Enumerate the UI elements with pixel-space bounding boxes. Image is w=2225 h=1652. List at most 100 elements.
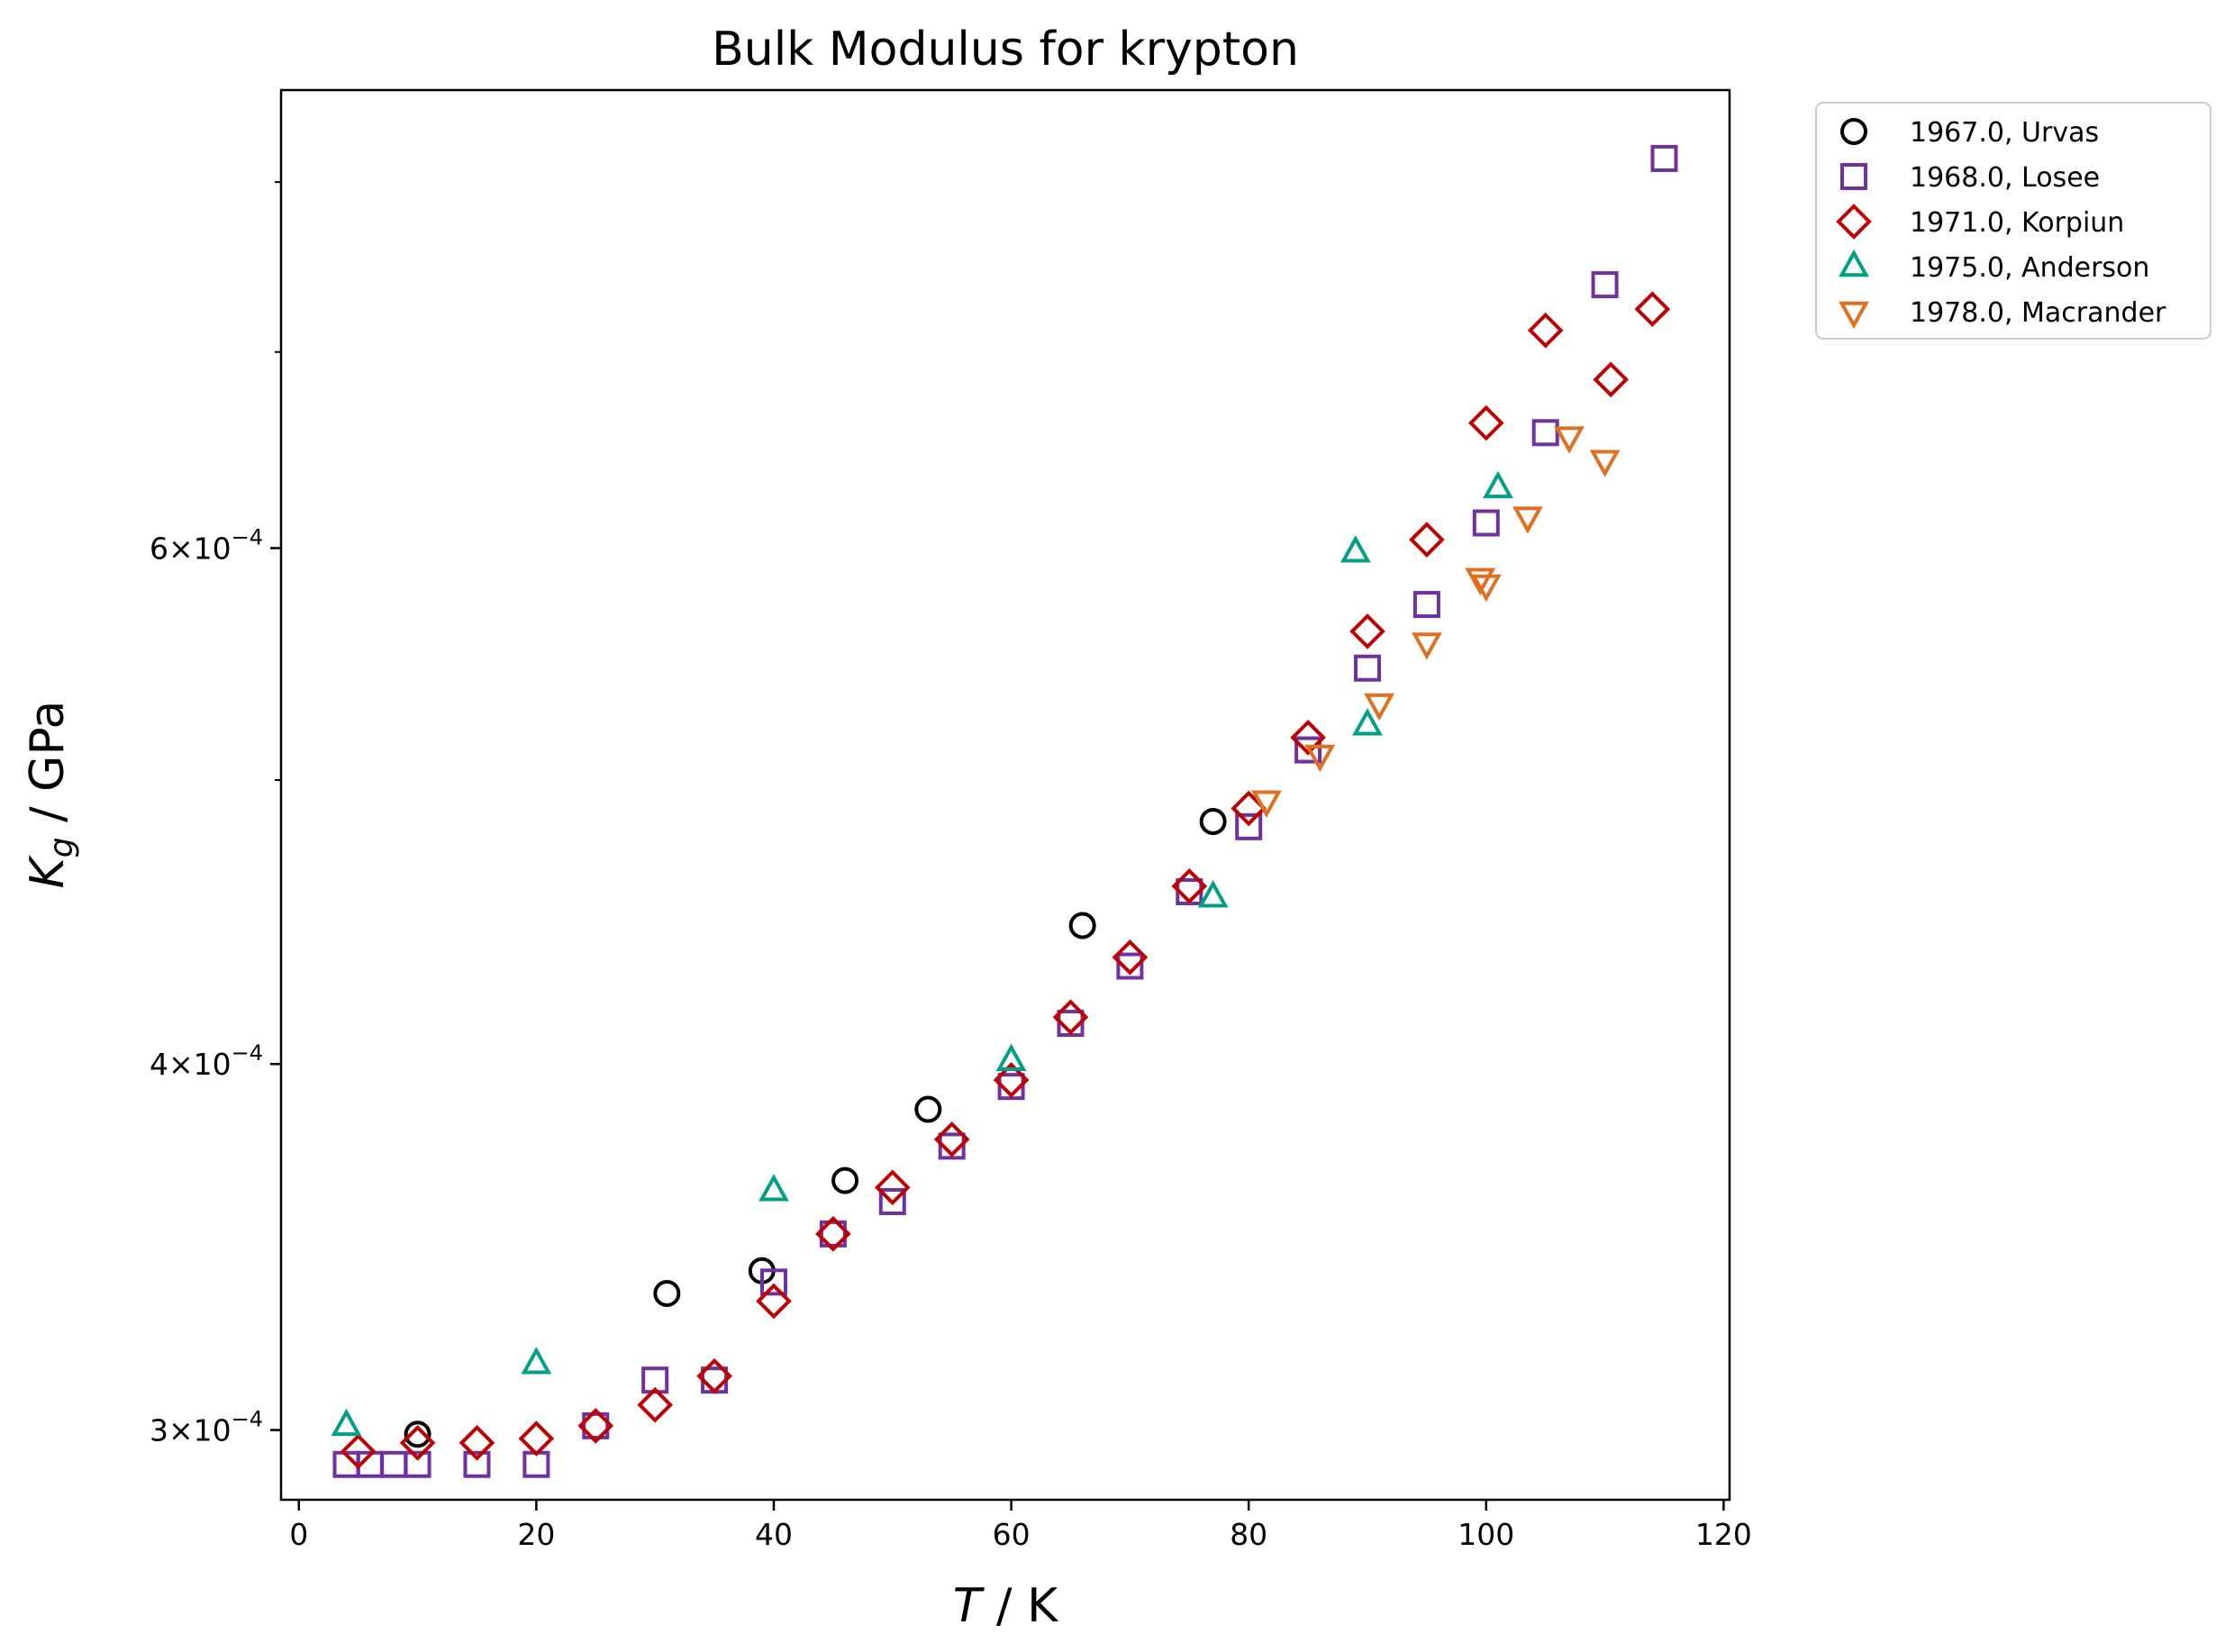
plot-area: 0 20 40 60 80 100 120 3×10−4 4×10−4 6×10−4 xyxy=(150,88,1752,1552)
data-point xyxy=(404,1450,431,1478)
data-point xyxy=(1364,693,1395,722)
data-point xyxy=(1634,291,1671,327)
data-point xyxy=(521,1347,552,1375)
x-axis-label: T / K xyxy=(953,1579,1059,1633)
data-point xyxy=(1531,419,1559,447)
data-point xyxy=(874,1169,911,1206)
data-point xyxy=(1290,719,1326,756)
data-point xyxy=(696,1357,732,1394)
data-point xyxy=(1349,613,1385,649)
data-point xyxy=(1340,535,1371,563)
data-point xyxy=(404,1421,431,1448)
legend-label: 1978.0, Macrander xyxy=(1910,297,2166,329)
data-point xyxy=(759,1268,787,1296)
data-point xyxy=(995,1043,1027,1072)
data-point xyxy=(582,1411,610,1439)
x-tick-label: 120 xyxy=(1695,1517,1752,1552)
x-tick-label: 40 xyxy=(755,1517,793,1552)
data-point xyxy=(1472,509,1500,537)
x-tick-label: 60 xyxy=(993,1517,1031,1552)
data-point xyxy=(1589,449,1621,477)
data-point xyxy=(653,1279,681,1307)
data-point xyxy=(637,1386,674,1423)
legend-item: 1968.0, Losee xyxy=(1840,162,2100,194)
data-point xyxy=(1483,470,1513,499)
data-point xyxy=(1352,708,1383,736)
x-axis-label-unit: / K xyxy=(982,1579,1060,1633)
y-tick-label: 6×10−4 xyxy=(150,525,263,567)
y-axis: 3×10−4 4×10−4 6×10−4 xyxy=(150,181,281,1448)
data-point xyxy=(831,1166,859,1194)
data-point xyxy=(1527,312,1564,349)
data-point xyxy=(1467,404,1504,441)
plot-frame xyxy=(279,88,1731,1502)
data-point xyxy=(701,1366,729,1394)
data-point xyxy=(758,1174,789,1202)
legend-frame xyxy=(1815,102,2211,340)
data-point xyxy=(340,1433,377,1470)
data-point xyxy=(914,1095,942,1123)
data-point xyxy=(815,1216,851,1252)
legend-marker xyxy=(1840,163,1867,190)
data-point xyxy=(1171,867,1208,904)
x-tick-label: 100 xyxy=(1458,1517,1514,1552)
data-point xyxy=(1412,632,1442,660)
legend: 1967.0, Urvas 1968.0, Losee 1971.0, Korpiu… xyxy=(1815,102,2211,340)
data-point xyxy=(933,1121,970,1157)
data-point xyxy=(1593,361,1630,398)
data-point xyxy=(819,1220,847,1248)
data-point xyxy=(577,1408,614,1444)
data-point xyxy=(1465,567,1496,595)
data-point xyxy=(463,1450,491,1478)
x-tick-label: 0 xyxy=(289,1517,308,1552)
legend-items: 1967.0, Urvas 1968.0, Losee 1971.0, Korpiu… xyxy=(1836,117,2166,330)
x-axis: 0 20 40 60 80 100 120 xyxy=(289,1500,1752,1552)
data-point xyxy=(1354,654,1381,682)
data-point xyxy=(1304,744,1336,773)
data-point xyxy=(1235,812,1263,840)
data-point xyxy=(1470,574,1502,603)
data-point xyxy=(518,1421,555,1457)
data-point xyxy=(1112,939,1149,976)
data-point xyxy=(1512,506,1543,534)
data-point xyxy=(1251,790,1282,818)
data-point xyxy=(1199,807,1227,835)
legend-marker xyxy=(1840,118,1867,145)
legend-item: 1971.0, Korpiun xyxy=(1836,204,2124,240)
data-point xyxy=(380,1450,408,1478)
legend-marker xyxy=(1839,301,1869,330)
data-point xyxy=(938,1132,966,1160)
legend-item: 1978.0, Macrander xyxy=(1839,297,2166,330)
data-point xyxy=(399,1424,436,1461)
data-point xyxy=(993,1062,1030,1098)
data-markers xyxy=(331,144,1678,1478)
data-point xyxy=(1591,271,1619,299)
legend-item: 1967.0, Urvas xyxy=(1840,117,2099,149)
y-axis-label-sub: g xyxy=(43,837,80,858)
data-point xyxy=(459,1424,495,1461)
y-tick-label: 4×10−4 xyxy=(150,1040,263,1082)
data-point xyxy=(1294,736,1322,764)
x-tick-label: 20 xyxy=(517,1517,555,1552)
x-axis-label-var: T xyxy=(953,1579,985,1633)
legend-marker xyxy=(1836,204,1872,240)
data-point xyxy=(1409,522,1445,558)
data-point xyxy=(1554,426,1585,454)
y-axis-label: Kg / GPa xyxy=(21,701,80,889)
data-point xyxy=(997,1073,1025,1101)
data-point xyxy=(756,1283,792,1320)
y-tick-label: 3×10−4 xyxy=(150,1407,263,1448)
legend-marker xyxy=(1839,249,1869,277)
data-point xyxy=(1197,880,1229,908)
data-point xyxy=(1412,591,1440,619)
data-point xyxy=(331,1408,362,1437)
data-point xyxy=(1116,952,1144,980)
y-axis-label-var: K xyxy=(21,854,75,888)
chart-title: Bulk Modulus for krypton xyxy=(712,23,1299,77)
data-point xyxy=(1650,144,1678,172)
legend-label: 1971.0, Korpiun xyxy=(1910,207,2124,239)
x-tick-label: 80 xyxy=(1230,1517,1267,1552)
data-point xyxy=(1052,999,1089,1036)
legend-label: 1967.0, Urvas xyxy=(1910,117,2099,149)
